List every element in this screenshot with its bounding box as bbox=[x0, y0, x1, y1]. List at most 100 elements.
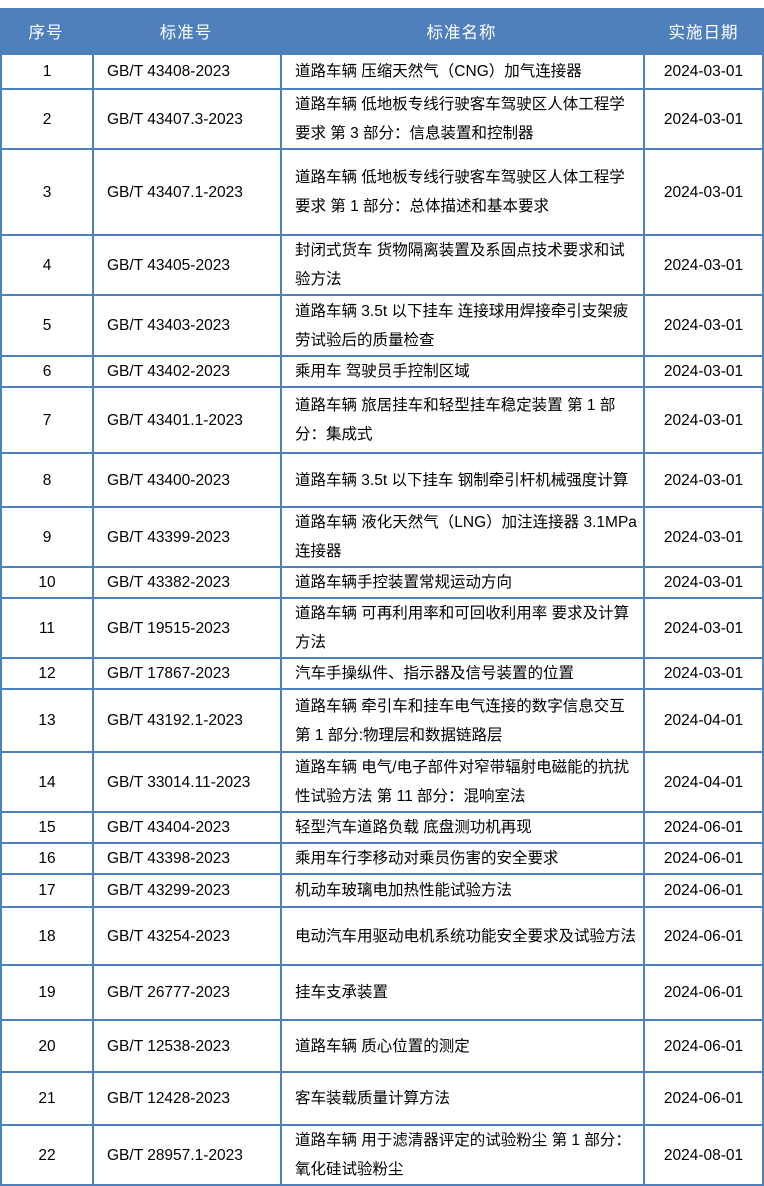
cell-standard-name: 客车装载质量计算方法 bbox=[280, 1073, 643, 1124]
cell-standard-name: 道路车辆 压缩天然气（CNG）加气连接器 bbox=[280, 55, 643, 88]
cell-standard-name: 乘用车行李移动对乘员伤害的安全要求 bbox=[280, 844, 643, 873]
cell-standard-name: 道路车辆 液化天然气（LNG）加注连接器 3.1MPa 连接器 bbox=[280, 508, 643, 566]
cell-serial-number: 22 bbox=[0, 1126, 92, 1184]
cell-standard-name: 道路车辆 质心位置的测定 bbox=[280, 1021, 643, 1071]
cell-implementation-date: 2024-06-01 bbox=[643, 875, 762, 906]
cell-implementation-date: 2024-03-01 bbox=[643, 357, 762, 386]
cell-standard-name: 道路车辆 电气/电子部件对窄带辐射电磁能的抗扰性试验方法 第 11 部分：混响室… bbox=[280, 753, 643, 811]
cell-standard-name: 道路车辆手控装置常规运动方向 bbox=[280, 568, 643, 597]
cell-standard-number: GB/T 43382-2023 bbox=[92, 568, 280, 597]
cell-standard-number: GB/T 19515-2023 bbox=[92, 599, 280, 657]
cell-standard-name: 轻型汽车道路负载 底盘测功机再现 bbox=[280, 813, 643, 842]
cell-serial-number: 7 bbox=[0, 388, 92, 452]
cell-implementation-date: 2024-08-01 bbox=[643, 1126, 762, 1184]
table-row: 1 GB/T 43408-2023 道路车辆 压缩天然气（CNG）加气连接器 2… bbox=[0, 55, 762, 90]
table-row: 4 GB/T 43405-2023 封闭式货车 货物隔离装置及系固点技术要求和试… bbox=[0, 236, 762, 296]
cell-standard-name: 道路车辆 旅居挂车和轻型挂车稳定装置 第 1 部分：集成式 bbox=[280, 388, 643, 452]
cell-standard-number: GB/T 43254-2023 bbox=[92, 908, 280, 964]
table-row: 5 GB/T 43403-2023 道路车辆 3.5t 以下挂车 连接球用焊接牵… bbox=[0, 296, 762, 357]
cell-standard-name: 道路车辆 低地板专线行驶客车驾驶区人体工程学要求 第 3 部分：信息装置和控制器 bbox=[280, 90, 643, 148]
cell-serial-number: 8 bbox=[0, 454, 92, 506]
cell-serial-number: 15 bbox=[0, 813, 92, 842]
cell-implementation-date: 2024-03-01 bbox=[643, 236, 762, 294]
cell-serial-number: 16 bbox=[0, 844, 92, 873]
cell-implementation-date: 2024-06-01 bbox=[643, 966, 762, 1019]
table-row: 20 GB/T 12538-2023 道路车辆 质心位置的测定 2024-06-… bbox=[0, 1021, 762, 1073]
table-row: 17 GB/T 43299-2023 机动车玻璃电加热性能试验方法 2024-0… bbox=[0, 875, 762, 908]
cell-serial-number: 9 bbox=[0, 508, 92, 566]
cell-standard-number: GB/T 12428-2023 bbox=[92, 1073, 280, 1124]
cell-standard-number: GB/T 43299-2023 bbox=[92, 875, 280, 906]
cell-implementation-date: 2024-03-01 bbox=[643, 568, 762, 597]
cell-implementation-date: 2024-03-01 bbox=[643, 55, 762, 88]
cell-standard-number: GB/T 33014.11-2023 bbox=[92, 753, 280, 811]
header-cell-implementation-date: 实施日期 bbox=[668, 23, 739, 42]
cell-standard-name: 机动车玻璃电加热性能试验方法 bbox=[280, 875, 643, 906]
table-row: 9 GB/T 43399-2023 道路车辆 液化天然气（LNG）加注连接器 3… bbox=[0, 508, 762, 568]
cell-serial-number: 21 bbox=[0, 1073, 92, 1124]
cell-standard-number: GB/T 28957.1-2023 bbox=[92, 1126, 280, 1184]
header-cell-serial-number: 序号 bbox=[28, 23, 64, 42]
cell-standard-number: GB/T 12538-2023 bbox=[92, 1021, 280, 1071]
table-row: 7 GB/T 43401.1-2023 道路车辆 旅居挂车和轻型挂车稳定装置 第… bbox=[0, 388, 762, 454]
cell-implementation-date: 2024-06-01 bbox=[643, 1073, 762, 1124]
cell-serial-number: 10 bbox=[0, 568, 92, 597]
table-row: 8 GB/T 43400-2023 道路车辆 3.5t 以下挂车 钢制牵引杆机械… bbox=[0, 454, 762, 508]
table-body: 1 GB/T 43408-2023 道路车辆 压缩天然气（CNG）加气连接器 2… bbox=[0, 53, 764, 1186]
header-cell-standard-name: 标准名称 bbox=[426, 23, 497, 42]
cell-standard-number: GB/T 43407.3-2023 bbox=[92, 90, 280, 148]
header-cell-standard-number: 标准号 bbox=[159, 23, 213, 42]
table-row: 6 GB/T 43402-2023 乘用车 驾驶员手控制区域 2024-03-0… bbox=[0, 357, 762, 388]
cell-standard-number: GB/T 43398-2023 bbox=[92, 844, 280, 873]
cell-standard-name: 道路车辆 可再利用率和可回收利用率 要求及计算方法 bbox=[280, 599, 643, 657]
cell-standard-number: GB/T 43192.1-2023 bbox=[92, 690, 280, 751]
cell-implementation-date: 2024-03-01 bbox=[643, 508, 762, 566]
table-row: 3 GB/T 43407.1-2023 道路车辆 低地板专线行驶客车驾驶区人体工… bbox=[0, 150, 762, 236]
cell-standard-name: 乘用车 驾驶员手控制区域 bbox=[280, 357, 643, 386]
cell-standard-name: 挂车支承装置 bbox=[280, 966, 643, 1019]
cell-implementation-date: 2024-03-01 bbox=[643, 659, 762, 688]
cell-standard-number: GB/T 43404-2023 bbox=[92, 813, 280, 842]
cell-standard-name: 道路车辆 用于滤清器评定的试验粉尘 第 1 部分：氧化硅试验粉尘 bbox=[280, 1126, 643, 1184]
cell-serial-number: 14 bbox=[0, 753, 92, 811]
cell-standard-number: GB/T 43399-2023 bbox=[92, 508, 280, 566]
cell-implementation-date: 2024-04-01 bbox=[643, 753, 762, 811]
cell-serial-number: 11 bbox=[0, 599, 92, 657]
cell-implementation-date: 2024-03-01 bbox=[643, 388, 762, 452]
cell-implementation-date: 2024-03-01 bbox=[643, 454, 762, 506]
cell-standard-name: 电动汽车用驱动电机系统功能安全要求及试验方法 bbox=[280, 908, 643, 964]
table-row: 13 GB/T 43192.1-2023 道路车辆 牵引车和挂车电气连接的数字信… bbox=[0, 690, 762, 753]
cell-standard-number: GB/T 43405-2023 bbox=[92, 236, 280, 294]
cell-serial-number: 19 bbox=[0, 966, 92, 1019]
cell-serial-number: 13 bbox=[0, 690, 92, 751]
cell-implementation-date: 2024-06-01 bbox=[643, 908, 762, 964]
cell-implementation-date: 2024-04-01 bbox=[643, 690, 762, 751]
cell-standard-name: 道路车辆 牵引车和挂车电气连接的数字信息交互 第 1 部分:物理层和数据链路层 bbox=[280, 690, 643, 751]
cell-implementation-date: 2024-03-01 bbox=[643, 599, 762, 657]
cell-implementation-date: 2024-03-01 bbox=[643, 150, 762, 234]
cell-implementation-date: 2024-06-01 bbox=[643, 844, 762, 873]
cell-serial-number: 18 bbox=[0, 908, 92, 964]
table-row: 16 GB/T 43398-2023 乘用车行李移动对乘员伤害的安全要求 202… bbox=[0, 844, 762, 875]
table-row: 14 GB/T 33014.11-2023 道路车辆 电气/电子部件对窄带辐射电… bbox=[0, 753, 762, 813]
table-row: 11 GB/T 19515-2023 道路车辆 可再利用率和可回收利用率 要求及… bbox=[0, 599, 762, 659]
table-row: 15 GB/T 43404-2023 轻型汽车道路负载 底盘测功机再现 2024… bbox=[0, 813, 762, 844]
cell-serial-number: 5 bbox=[0, 296, 92, 355]
table-header-row: 序号 标准号 标准名称 实施日期 bbox=[0, 8, 764, 53]
cell-serial-number: 3 bbox=[0, 150, 92, 234]
cell-serial-number: 1 bbox=[0, 55, 92, 88]
cell-serial-number: 20 bbox=[0, 1021, 92, 1071]
cell-standard-name: 道路车辆 3.5t 以下挂车 连接球用焊接牵引支架疲劳试验后的质量检查 bbox=[280, 296, 643, 355]
cell-standard-number: GB/T 43401.1-2023 bbox=[92, 388, 280, 452]
table-row: 21 GB/T 12428-2023 客车装载质量计算方法 2024-06-01 bbox=[0, 1073, 762, 1126]
cell-standard-name: 道路车辆 低地板专线行驶客车驾驶区人体工程学要求 第 1 部分：总体描述和基本要… bbox=[280, 150, 643, 234]
cell-serial-number: 4 bbox=[0, 236, 92, 294]
cell-standard-name: 汽车手操纵件、指示器及信号装置的位置 bbox=[280, 659, 643, 688]
cell-implementation-date: 2024-03-01 bbox=[643, 90, 762, 148]
cell-serial-number: 6 bbox=[0, 357, 92, 386]
cell-standard-number: GB/T 26777-2023 bbox=[92, 966, 280, 1019]
table-row: 12 GB/T 17867-2023 汽车手操纵件、指示器及信号装置的位置 20… bbox=[0, 659, 762, 690]
cell-serial-number: 2 bbox=[0, 90, 92, 148]
cell-standard-number: GB/T 43402-2023 bbox=[92, 357, 280, 386]
table-row: 2 GB/T 43407.3-2023 道路车辆 低地板专线行驶客车驾驶区人体工… bbox=[0, 90, 762, 150]
